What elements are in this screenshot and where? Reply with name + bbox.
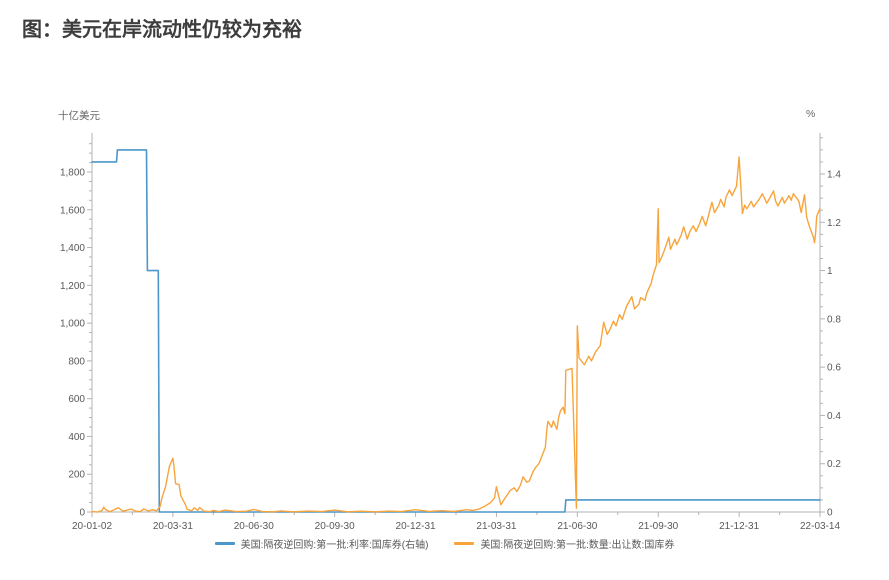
x-axis-tick-label: 21-09-30 (638, 521, 678, 532)
right-axis-tick-label: 0.8 (827, 314, 841, 325)
left-axis-unit-label: 十亿美元 (58, 110, 100, 122)
x-axis-tick-label: 21-12-31 (719, 521, 759, 532)
figure-title: 图：美元在岸流动性仍较为充裕 (22, 19, 302, 41)
x-axis-tick-label: 20-06-30 (234, 521, 274, 532)
left-axis-tick-label: 1,200 (60, 281, 85, 292)
x-axis-tick-label: 20-12-31 (396, 521, 436, 532)
right-axis-tick-label: 0.6 (827, 363, 841, 374)
right-axis-tick-label: 1 (827, 266, 833, 277)
legend-swatch-rate (214, 542, 235, 545)
left-axis-tick-label: 0 (79, 508, 85, 519)
left-axis-tick-label: 400 (68, 432, 85, 443)
left-axis-tick-label: 600 (68, 394, 85, 405)
left-axis-tick-label: 200 (68, 470, 85, 481)
right-axis-unit-label: % (806, 108, 816, 120)
rate-line-series (91, 149, 821, 513)
right-axis-tick-label: 1.2 (827, 218, 841, 229)
right-axis-tick-label: 0.2 (827, 459, 841, 470)
legend-label-quantity: 美国:隔夜逆回购:第一批:数量:出让数:国库券 (480, 540, 675, 551)
chart-legend: 美国:隔夜逆回购:第一批:利率:国库券(右轴) 美国:隔夜逆回购:第一批:数量:… (0, 536, 889, 551)
x-axis-tick-label: 21-03-31 (476, 521, 516, 532)
x-axis-tick-label: 20-01-02 (72, 521, 112, 532)
left-axis-tick-label: 1,800 (60, 168, 85, 179)
x-axis-tick-label: 20-09-30 (315, 521, 355, 532)
x-axis-tick-label: 22-03-14 (800, 521, 840, 532)
quantity-line-series (91, 156, 821, 513)
legend-label-rate: 美国:隔夜逆回购:第一批:利率:国库券(右轴) (240, 540, 429, 551)
x-axis-tick-label: 20-03-31 (153, 521, 193, 532)
right-axis-tick-label: 0 (827, 508, 833, 519)
legend-item-rate: 美国:隔夜逆回购:第一批:利率:国库券(右轴) (214, 536, 429, 551)
left-axis-tick-label: 1,600 (60, 205, 85, 216)
legend-swatch-quantity (454, 542, 475, 545)
legend-item-quantity: 美国:隔夜逆回购:第一批:数量:出让数:国库券 (454, 536, 674, 551)
right-axis-tick-label: 1.4 (827, 170, 841, 181)
left-axis-tick-label: 800 (68, 356, 85, 367)
right-axis-tick-label: 0.4 (827, 411, 841, 422)
left-axis-tick-label: 1,400 (60, 243, 85, 254)
left-axis-tick-label: 1,000 (60, 319, 85, 330)
x-axis-tick-label: 21-06-30 (557, 521, 597, 532)
